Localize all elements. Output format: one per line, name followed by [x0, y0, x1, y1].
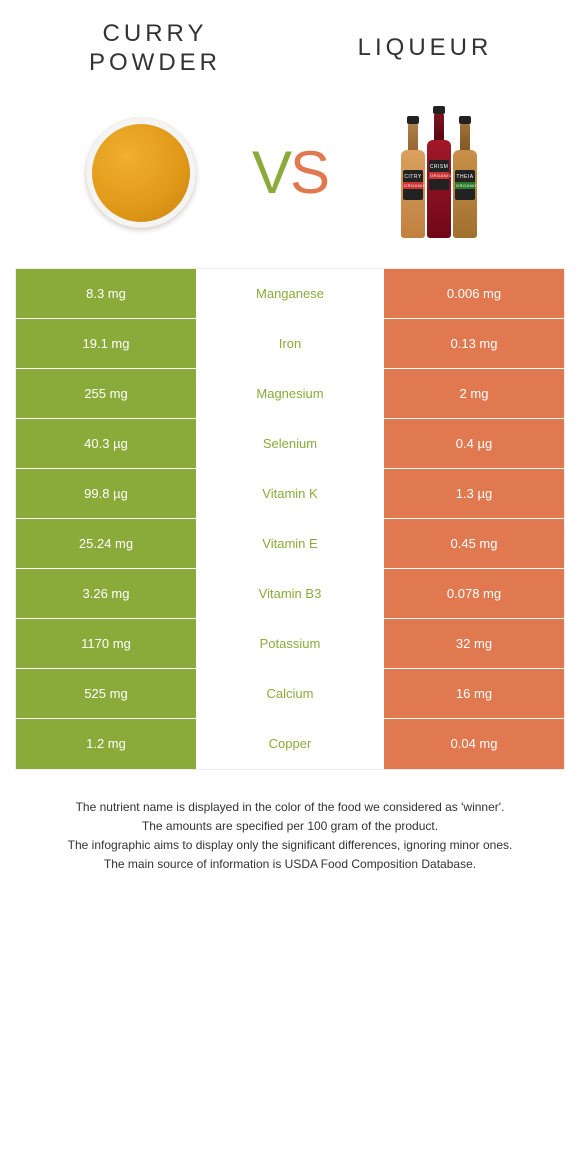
liqueur-bottles-icon: CITRYORGANIC CRISMORGANIC THEIAORGANIC — [401, 108, 477, 238]
nutrient-label: Potassium — [196, 619, 384, 668]
table-row: 1.2 mgCopper0.04 mg — [16, 719, 564, 769]
right-value: 0.078 mg — [384, 569, 564, 618]
right-title: LIQUEUR — [290, 34, 560, 63]
left-value: 3.26 mg — [16, 569, 196, 618]
left-value: 1170 mg — [16, 619, 196, 668]
footer-line-4: The main source of information is USDA F… — [30, 855, 550, 874]
visual-row: VS CITRYORGANIC CRISMORGANIC THEIAORGANI… — [0, 88, 580, 268]
footer-line-3: The infographic aims to display only the… — [30, 836, 550, 855]
bottle-3-icon: THEIAORGANIC — [453, 150, 477, 238]
right-value: 0.04 mg — [384, 719, 564, 769]
left-value: 99.8 µg — [16, 469, 196, 518]
table-row: 3.26 mgVitamin B30.078 mg — [16, 569, 564, 619]
right-value: 0.006 mg — [384, 269, 564, 318]
left-value: 525 mg — [16, 669, 196, 718]
nutrient-label: Manganese — [196, 269, 384, 318]
nutrient-label: Vitamin K — [196, 469, 384, 518]
nutrient-table: 8.3 mgManganese0.006 mg19.1 mgIron0.13 m… — [15, 268, 565, 770]
right-value: 0.4 µg — [384, 419, 564, 468]
left-value: 8.3 mg — [16, 269, 196, 318]
left-title-block: CURRY POWDER — [20, 20, 290, 78]
table-row: 255 mgMagnesium2 mg — [16, 369, 564, 419]
left-image-slot — [30, 118, 252, 228]
right-value: 16 mg — [384, 669, 564, 718]
vs-label: VS — [252, 138, 328, 207]
nutrient-label: Vitamin B3 — [196, 569, 384, 618]
right-value: 0.13 mg — [384, 319, 564, 368]
right-value: 2 mg — [384, 369, 564, 418]
nutrient-label: Copper — [196, 719, 384, 769]
table-row: 1170 mgPotassium32 mg — [16, 619, 564, 669]
left-title-line1: CURRY — [20, 20, 290, 49]
nutrient-label: Selenium — [196, 419, 384, 468]
table-row: 25.24 mgVitamin E0.45 mg — [16, 519, 564, 569]
nutrient-label: Vitamin E — [196, 519, 384, 568]
left-value: 19.1 mg — [16, 319, 196, 368]
table-row: 19.1 mgIron0.13 mg — [16, 319, 564, 369]
vs-v: V — [252, 139, 290, 206]
table-row: 99.8 µgVitamin K1.3 µg — [16, 469, 564, 519]
right-value: 0.45 mg — [384, 519, 564, 568]
left-title-line2: POWDER — [20, 49, 290, 78]
footer-line-2: The amounts are specified per 100 gram o… — [30, 817, 550, 836]
right-title-block: LIQUEUR — [290, 34, 560, 63]
right-value: 32 mg — [384, 619, 564, 668]
bottle-2-icon: CRISMORGANIC — [427, 140, 451, 238]
nutrient-label: Magnesium — [196, 369, 384, 418]
footer-notes: The nutrient name is displayed in the co… — [0, 770, 580, 925]
nutrient-label: Calcium — [196, 669, 384, 718]
right-value: 1.3 µg — [384, 469, 564, 518]
left-value: 25.24 mg — [16, 519, 196, 568]
table-row: 40.3 µgSelenium0.4 µg — [16, 419, 564, 469]
left-value: 40.3 µg — [16, 419, 196, 468]
table-row: 525 mgCalcium16 mg — [16, 669, 564, 719]
left-value: 255 mg — [16, 369, 196, 418]
bottle-1-icon: CITRYORGANIC — [401, 150, 425, 238]
vs-s: S — [290, 139, 328, 206]
left-value: 1.2 mg — [16, 719, 196, 769]
right-image-slot: CITRYORGANIC CRISMORGANIC THEIAORGANIC — [328, 108, 550, 238]
header: CURRY POWDER LIQUEUR — [0, 0, 580, 88]
nutrient-label: Iron — [196, 319, 384, 368]
footer-line-1: The nutrient name is displayed in the co… — [30, 798, 550, 817]
curry-powder-icon — [86, 118, 196, 228]
table-row: 8.3 mgManganese0.006 mg — [16, 269, 564, 319]
